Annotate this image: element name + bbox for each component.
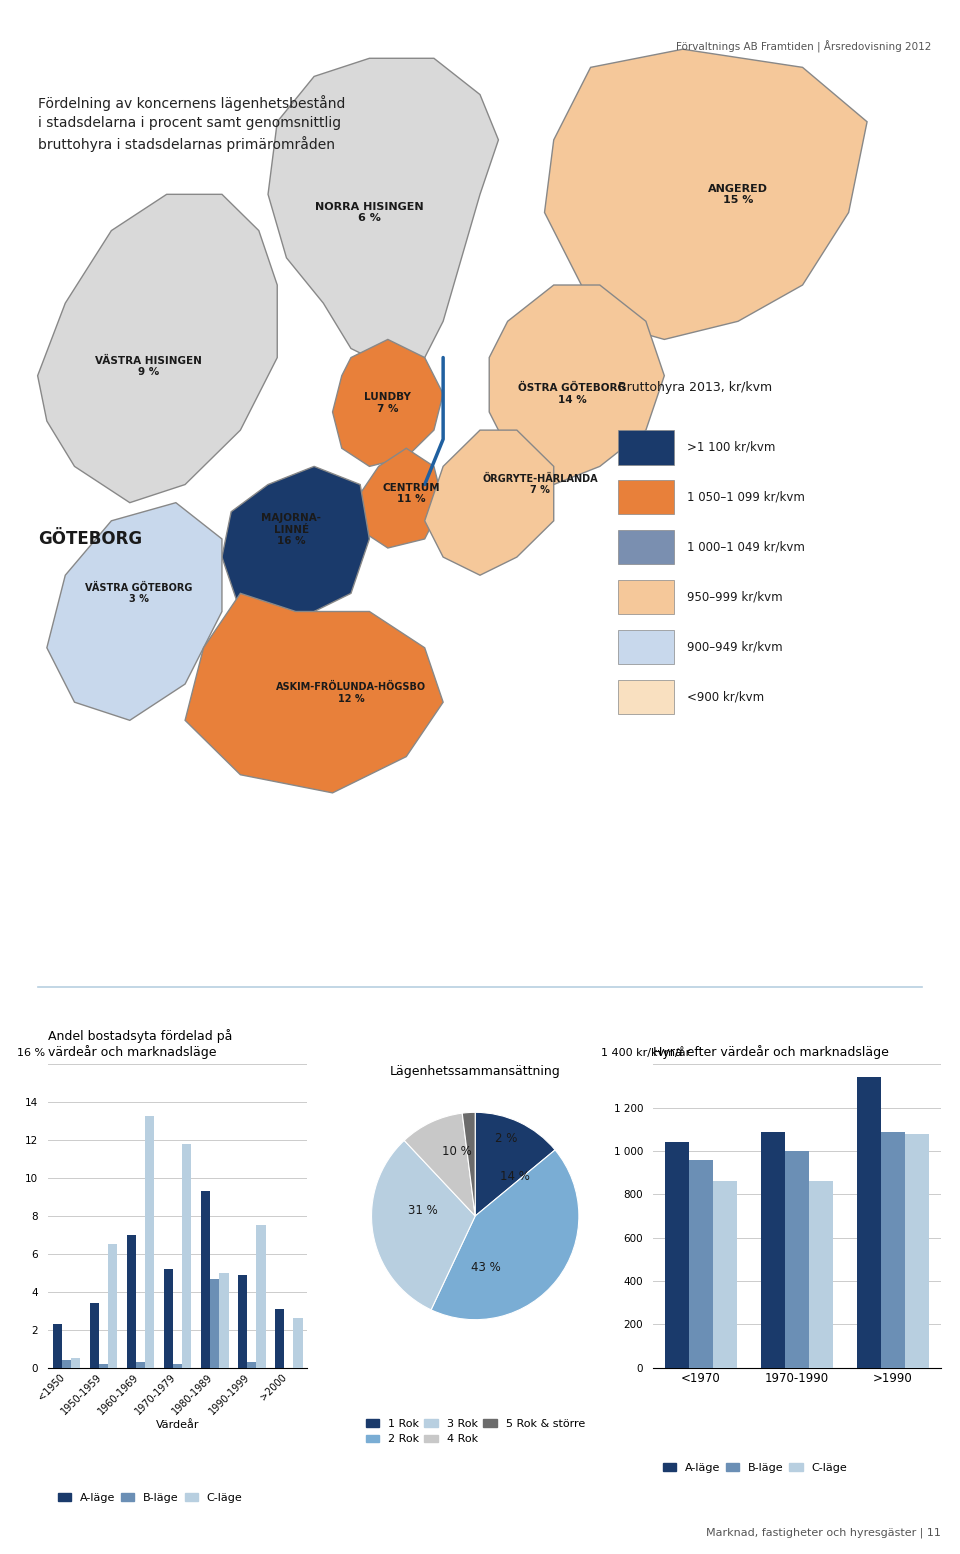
Text: Bruttohyra 2013, kr/kvm: Bruttohyra 2013, kr/kvm [618,381,773,393]
Text: ASKIM-FRÖLUNDA-HÖGSBO
12 %: ASKIM-FRÖLUNDA-HÖGSBO 12 % [276,682,426,704]
Bar [71,1358,81,1368]
Bar [808,1181,833,1368]
FancyBboxPatch shape [618,580,674,614]
Bar [201,1192,210,1368]
Wedge shape [475,1113,555,1215]
FancyBboxPatch shape [618,629,674,664]
Bar [761,1131,785,1368]
Bar [294,1318,302,1368]
Bar [881,1131,904,1368]
Bar [210,1279,219,1368]
Bar [127,1235,136,1368]
Polygon shape [544,50,867,339]
Text: MAJORNA-
LINNÉ
16 %: MAJORNA- LINNÉ 16 % [261,513,321,547]
Bar [238,1274,247,1368]
Text: LUNDBY
7 %: LUNDBY 7 % [365,392,411,413]
Text: ÖSTRA GÖTEBORG
14 %: ÖSTRA GÖTEBORG 14 % [518,382,626,404]
Polygon shape [332,339,444,466]
Polygon shape [268,59,498,367]
Polygon shape [47,502,222,721]
Text: 14 %: 14 % [499,1170,530,1183]
Text: Marknad, fastigheter och hyresgäster | 11: Marknad, fastigheter och hyresgäster | 1… [706,1528,941,1538]
FancyBboxPatch shape [618,530,674,564]
Polygon shape [490,284,664,485]
Text: Förvaltnings AB Framtiden | Årsredovisning 2012: Förvaltnings AB Framtiden | Årsredovisni… [676,40,931,53]
Polygon shape [185,594,444,793]
Bar [856,1077,881,1368]
Text: 10 %: 10 % [442,1145,471,1158]
Bar [689,1159,712,1368]
Bar [99,1364,108,1368]
Bar [145,1116,155,1368]
Bar [61,1360,71,1368]
Text: CENTRUM
11 %: CENTRUM 11 % [382,483,440,505]
Bar [136,1361,145,1368]
Text: 950–999 kr/kvm: 950–999 kr/kvm [687,591,783,603]
Bar [219,1273,228,1368]
Text: <900 kr/kvm: <900 kr/kvm [687,690,764,704]
Wedge shape [372,1141,475,1310]
Text: GÖTEBORG: GÖTEBORG [37,530,142,549]
Text: ANGERED
15 %: ANGERED 15 % [708,183,768,205]
Text: 31 %: 31 % [409,1204,438,1217]
Bar [164,1270,173,1368]
Polygon shape [37,194,277,502]
Bar [182,1144,191,1368]
Legend: A-läge, B-läge, C-läge: A-läge, B-läge, C-läge [659,1458,852,1478]
Text: NORRA HISINGEN
6 %: NORRA HISINGEN 6 % [315,202,423,224]
Text: 1 050–1 099 kr/kvm: 1 050–1 099 kr/kvm [687,491,805,503]
FancyBboxPatch shape [618,480,674,514]
Bar [247,1361,256,1368]
Text: 2 %: 2 % [495,1131,517,1145]
Bar [53,1324,61,1368]
Text: Fördelning av koncernens lägenhetsbestånd
i stadsdelarna i procent samt genomsni: Fördelning av koncernens lägenhetsbestån… [37,95,345,152]
Polygon shape [360,448,444,549]
Bar [108,1245,117,1368]
Text: VÄSTRA HISINGEN
9 %: VÄSTRA HISINGEN 9 % [95,356,202,378]
FancyBboxPatch shape [618,430,674,465]
Wedge shape [462,1113,475,1215]
Title: Lägenhetssammansättning: Lägenhetssammansättning [390,1066,561,1078]
Bar [89,1304,99,1368]
Bar [785,1152,808,1368]
Text: 1 000–1 049 kr/kvm: 1 000–1 049 kr/kvm [687,541,805,553]
Text: Hyra efter värdeår och marknadsläge: Hyra efter värdeår och marknadsläge [653,1046,889,1060]
Text: 900–949 kr/kvm: 900–949 kr/kvm [687,640,783,653]
Bar [665,1142,689,1368]
Bar [173,1364,182,1368]
Legend: A-läge, B-läge, C-läge: A-läge, B-läge, C-läge [54,1489,247,1507]
Bar [904,1134,928,1368]
Text: Andel bostadsyta fördelad på
värdeår och marknadsläge: Andel bostadsyta fördelad på värdeår och… [48,1029,232,1060]
Bar [256,1226,266,1368]
X-axis label: Värdeår: Värdeår [156,1419,200,1430]
FancyBboxPatch shape [618,679,674,713]
Bar [712,1181,737,1368]
Legend: 1 Rok, 2 Rok, 3 Rok, 4 Rok, 5 Rok & större: 1 Rok, 2 Rok, 3 Rok, 4 Rok, 5 Rok & stör… [361,1414,589,1448]
Text: 1 400 kr/kvm/år: 1 400 kr/kvm/år [601,1047,690,1058]
Wedge shape [431,1150,579,1319]
Polygon shape [424,430,554,575]
Text: 43 %: 43 % [470,1262,500,1274]
Wedge shape [404,1113,475,1215]
Bar [275,1308,284,1368]
Text: VÄSTRA GÖTEBORG
3 %: VÄSTRA GÖTEBORG 3 % [85,583,193,605]
Text: 16 %: 16 % [17,1049,45,1058]
Polygon shape [222,466,370,620]
Text: ÖRGRYTE-HÄRLANDA
7 %: ÖRGRYTE-HÄRLANDA 7 % [482,474,598,496]
Text: >1 100 kr/kvm: >1 100 kr/kvm [687,441,776,454]
